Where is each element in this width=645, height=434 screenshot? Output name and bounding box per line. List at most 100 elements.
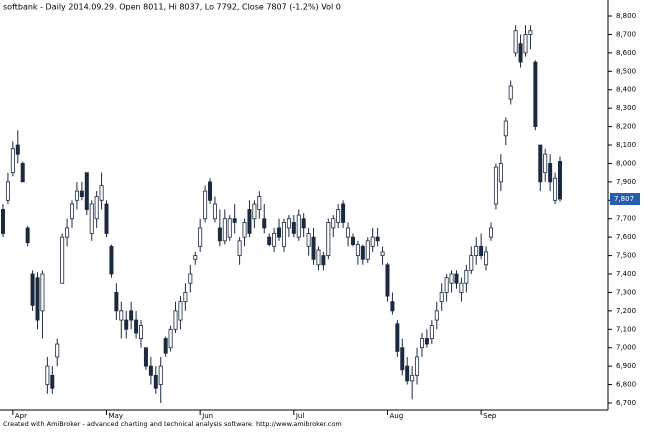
chart-title: softbank - Daily 2014.09.29. Open 8011, …: [3, 3, 341, 12]
candle-body: [410, 374, 415, 382]
candle-body: [360, 245, 365, 260]
candle-body: [424, 338, 429, 345]
candle-body: [163, 338, 168, 354]
candle-body: [311, 236, 316, 260]
candle-body: [454, 273, 459, 284]
candle-body: [543, 153, 548, 174]
candle-body: [296, 214, 301, 238]
candle-body: [558, 161, 563, 200]
candle-body: [518, 43, 523, 63]
candle-body: [469, 255, 474, 271]
candle-body: [488, 227, 493, 238]
candle-body: [212, 203, 217, 220]
candle-body: [232, 218, 237, 223]
candle-body: [104, 203, 109, 234]
candle-body: [168, 328, 173, 349]
candle-body: [139, 325, 144, 339]
last-price-box: [610, 193, 640, 206]
candle-body: [217, 227, 222, 242]
candle-body: [498, 163, 503, 183]
candle-body: [528, 30, 533, 35]
candle-body: [173, 310, 178, 330]
y-tick-label: 8,300: [616, 104, 636, 112]
candle-body: [523, 34, 528, 54]
candle-body: [548, 163, 553, 183]
candle-body: [227, 218, 232, 238]
y-tick-label: 6,800: [616, 381, 636, 389]
candle-body: [553, 177, 558, 201]
y-tick-label: 7,900: [616, 178, 636, 186]
x-tick-label: Jun: [201, 412, 213, 420]
y-tick-label: 7,100: [616, 325, 636, 333]
candle-body: [10, 148, 15, 174]
candle-body: [134, 319, 139, 334]
candle-body: [158, 365, 163, 385]
candle-body: [390, 301, 395, 312]
candle-body: [252, 203, 257, 220]
candle-body: [188, 273, 193, 284]
candle-body: [503, 120, 508, 137]
y-tick-label: 8,000: [616, 159, 636, 167]
y-tick-label: 8,400: [616, 86, 636, 94]
footer: Created with AmiBroker - advanced charti…: [3, 420, 342, 428]
candle-body: [247, 209, 252, 234]
candle-body: [331, 218, 336, 229]
y-tick-label: 7,500: [616, 252, 636, 260]
y-tick-label: 8,800: [616, 12, 636, 20]
candle-body: [306, 233, 311, 247]
candle-body: [346, 227, 351, 238]
candle-body: [30, 273, 35, 306]
candle-body: [533, 61, 538, 127]
candle-body: [114, 292, 119, 312]
y-tick-label: 8,200: [616, 123, 636, 131]
candle-body: [459, 282, 464, 293]
candle-body: [267, 236, 272, 245]
y-tick-label: 7,700: [616, 215, 636, 223]
candle-body: [508, 85, 513, 100]
y-tick-label: 7,600: [616, 233, 636, 241]
candle-body: [415, 356, 420, 376]
x-tick-label: Sep: [483, 412, 497, 420]
y-tick-label: 6,700: [616, 399, 636, 407]
candle-body: [484, 251, 489, 266]
candle-body: [419, 338, 424, 349]
candle-body: [355, 244, 360, 256]
y-tick-label: 6,900: [616, 362, 636, 370]
candle-body: [281, 222, 286, 247]
x-tick-label: Apr: [15, 412, 27, 420]
candle-body: [291, 222, 296, 234]
x-tick-label: May: [109, 412, 123, 420]
candle-body: [198, 227, 203, 247]
candle-body: [193, 255, 198, 260]
y-tick-label: 7,000: [616, 344, 636, 352]
candle-body: [434, 310, 439, 321]
candle-body: [538, 144, 543, 183]
candle-body: [262, 218, 267, 229]
candle-body: [45, 365, 50, 385]
candle-body: [493, 166, 498, 205]
candle-body: [395, 323, 400, 352]
candle-body: [474, 245, 479, 256]
candle-body: [153, 374, 158, 389]
candle-body: [124, 319, 129, 330]
y-tick-label: 8,600: [616, 49, 636, 57]
candle-body: [464, 269, 469, 284]
x-tick-label: Jul: [295, 412, 305, 420]
candle-body: [222, 218, 227, 242]
candle-body: [479, 245, 484, 256]
candle-body: [336, 209, 341, 223]
candle-body: [25, 227, 30, 244]
candle-body: [272, 233, 277, 247]
candle-body: [341, 203, 346, 223]
candle-body: [237, 240, 242, 256]
candle-body: [405, 365, 410, 382]
candle-body: [40, 273, 45, 312]
candle-body: [208, 181, 213, 201]
candle-body: [257, 196, 262, 210]
candle-body: [183, 292, 188, 303]
candle-body: [20, 163, 25, 183]
candle-body: [55, 343, 60, 358]
candle-body: [203, 190, 208, 220]
candle-body: [50, 374, 55, 389]
candle-body: [15, 144, 20, 155]
